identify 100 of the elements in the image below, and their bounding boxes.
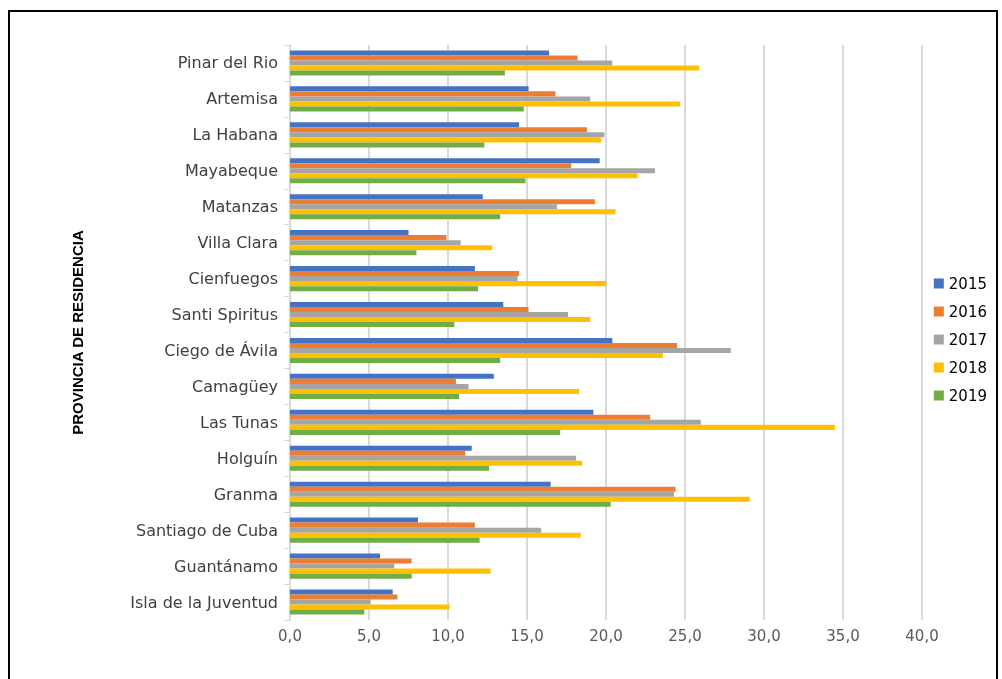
- bar: [290, 589, 393, 595]
- y-tick-label: Granma: [213, 484, 278, 504]
- bar: [290, 194, 483, 200]
- bar: [290, 86, 529, 92]
- bar: [290, 127, 588, 133]
- bar: [290, 337, 613, 343]
- bar: [290, 393, 460, 399]
- x-tick-label: 15,0: [510, 626, 544, 645]
- legend-label: 2017: [948, 330, 988, 349]
- bar: [290, 91, 556, 97]
- y-tick-label: Las Tunas: [200, 412, 278, 432]
- bar: [290, 178, 526, 184]
- bar: [290, 163, 572, 169]
- x-tick-label: 0,0: [278, 626, 302, 645]
- bar: [290, 122, 520, 128]
- bar: [290, 486, 676, 492]
- y-tick-label: Artemisa: [206, 89, 278, 109]
- bar: [290, 501, 611, 507]
- bar: [290, 106, 524, 112]
- y-tick-label: Mayabeque: [184, 161, 278, 181]
- y-tick-label: Guantánamo: [174, 556, 278, 576]
- x-tick-label: 40,0: [905, 626, 939, 645]
- bar: [290, 594, 398, 600]
- bar: [290, 250, 417, 256]
- bar: [290, 158, 600, 164]
- legend-label: 2018: [948, 358, 988, 377]
- bar: [290, 419, 701, 425]
- y-tick-label: Villa Clara: [197, 233, 278, 253]
- bar: [290, 491, 674, 497]
- bar: [290, 568, 491, 574]
- legend-label: 2015: [948, 274, 988, 293]
- bar: [290, 537, 480, 543]
- bar: [290, 245, 493, 251]
- bar: [290, 378, 456, 384]
- y-tick-label: Cienfuegos: [188, 269, 278, 289]
- bar: [290, 465, 490, 471]
- y-axis-title: PROVINCIA DE RESIDENCIA: [69, 230, 86, 435]
- bar: [290, 235, 447, 241]
- bar: [290, 573, 412, 579]
- bar: [290, 450, 466, 456]
- y-tick-label: Isla de la Juventud: [130, 592, 278, 612]
- bar: [290, 50, 550, 56]
- bar: [290, 317, 591, 323]
- x-tick-label: 35,0: [826, 626, 860, 645]
- bar: [290, 132, 605, 138]
- x-tick-label: 10,0: [431, 626, 465, 645]
- legend-label: 2016: [948, 302, 988, 321]
- bar: [290, 599, 371, 605]
- bar: [290, 101, 681, 107]
- bar: [290, 271, 520, 277]
- y-tick-label: Ciego de Ávila: [164, 340, 278, 360]
- bar: [290, 429, 561, 435]
- bar: [290, 281, 606, 287]
- bar: [290, 276, 518, 282]
- bar: [290, 522, 475, 528]
- bar: [290, 240, 461, 246]
- bar: [290, 230, 409, 236]
- bar: [290, 358, 501, 364]
- bar: [290, 445, 472, 451]
- bar: [290, 496, 750, 502]
- bar: [290, 199, 595, 205]
- bar: [290, 209, 616, 215]
- bar: [290, 460, 583, 466]
- bar: [290, 604, 450, 610]
- bar: [290, 142, 485, 148]
- bar: [290, 388, 580, 394]
- bar: [290, 137, 602, 143]
- y-tick-label: Matanzas: [201, 197, 278, 217]
- y-tick-label: Holguín: [216, 448, 278, 468]
- y-tick-label: Santi Spiritus: [171, 305, 278, 325]
- bar: [290, 322, 455, 328]
- bar: [290, 60, 613, 66]
- bar: [290, 414, 651, 420]
- bar: [290, 409, 594, 415]
- x-tick-label: 25,0: [668, 626, 702, 645]
- x-tick-label: 30,0: [747, 626, 781, 645]
- y-tick-label: Santiago de Cuba: [135, 520, 278, 540]
- legend-label: 2019: [948, 386, 988, 405]
- x-tick-label: 5,0: [357, 626, 381, 645]
- bar: [290, 96, 591, 102]
- bar: [290, 373, 494, 379]
- bar: [290, 286, 479, 292]
- bar: [290, 168, 655, 174]
- bar: [290, 312, 569, 318]
- bar: [290, 609, 365, 615]
- bar: [290, 383, 469, 389]
- bar: [290, 527, 542, 533]
- bar: [290, 532, 581, 538]
- bar: [290, 173, 638, 179]
- bar: [290, 204, 558, 210]
- bar: [290, 342, 678, 348]
- bar: [290, 563, 395, 569]
- bar: [290, 517, 418, 523]
- bar: [290, 266, 475, 272]
- y-tick-label: La Habana: [192, 125, 278, 145]
- bar: [290, 481, 551, 487]
- bar: [290, 70, 505, 76]
- bar: [290, 55, 578, 61]
- bar: [290, 301, 504, 307]
- bar: [290, 424, 836, 430]
